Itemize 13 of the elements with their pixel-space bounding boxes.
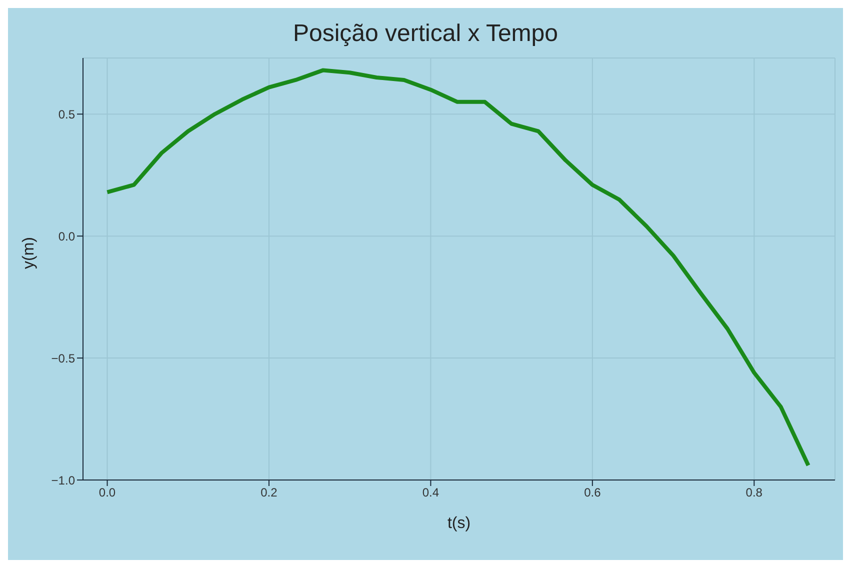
x-tick-label: 0.0 (98, 486, 116, 500)
chart-title: Posição vertical x Tempo (292, 20, 559, 48)
y-tick-label: −0.5 (51, 351, 76, 366)
y-tick-label: −1.0 (51, 473, 76, 488)
x-tick-label: 0.8 (746, 486, 763, 500)
x-tick-label: 0.2 (260, 486, 278, 500)
y-axis-title: y(m) (20, 237, 38, 269)
x-tick-label: 0.6 (584, 486, 602, 500)
x-axis-title: t(s) (447, 515, 471, 532)
y-tick-label: 0.0 (58, 229, 76, 244)
y-tick-label: 0.5 (58, 107, 76, 122)
line-series (105, 68, 810, 468)
x-tick-label: 0.4 (422, 486, 440, 500)
